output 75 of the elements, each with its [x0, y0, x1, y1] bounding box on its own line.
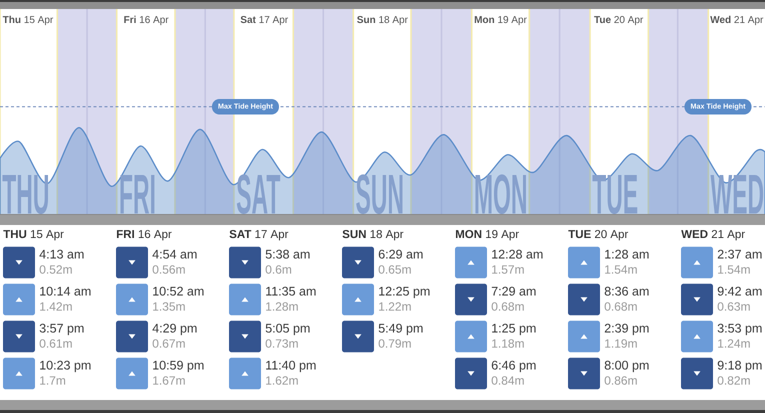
- text: THU 15 Apr: [3, 230, 64, 240]
- ref-line-label: FRI: [120, 174, 154, 214]
- data-label: 1.19m: [605, 339, 637, 348]
- category-label: 7:29 am: [492, 286, 536, 296]
- data-label: 0.68m: [604, 302, 637, 311]
- data-label: 1.22m: [379, 302, 411, 311]
- ref-line-label: WED: [710, 174, 764, 214]
- text: SUN 18 Apr: [342, 230, 404, 240]
- data-label: 1.67m: [153, 376, 185, 385]
- x-tick-label: Mon 19 Apr: [474, 16, 527, 26]
- category-label: 10:23 pm: [40, 360, 90, 372]
- data-label: 0.6m: [266, 265, 292, 274]
- category-label: 5:05 pm: [266, 324, 310, 336]
- data-label: 0.68m: [492, 302, 524, 311]
- category-label: 5:38 am: [266, 250, 310, 259]
- category-label: 4:54 am: [152, 250, 197, 259]
- category-label: 6:29 am: [378, 250, 423, 259]
- x-tick-label: Wed 21 Apr: [710, 16, 764, 26]
- text: FRI 16 Apr: [116, 230, 172, 240]
- data-label: 0.61m: [40, 339, 72, 348]
- data-label: 1.35m: [153, 302, 185, 311]
- x-tick-label: Fri 16 Apr: [124, 16, 168, 26]
- x-tick-label: Thu 15 Apr: [2, 16, 54, 26]
- category-label: 1:25 pm: [492, 324, 536, 336]
- category-label: 4:13 am: [39, 250, 84, 259]
- data-label: 1.7m: [40, 376, 66, 385]
- text: TUE 20 Apr: [568, 230, 628, 240]
- x-tick-label: Sun 18 Apr: [357, 16, 408, 26]
- text: WED 21 Apr: [681, 230, 745, 240]
- data-label: 0.82m: [718, 376, 750, 385]
- data-label: 1.42m: [40, 302, 72, 311]
- data-label: 0.79m: [378, 339, 411, 348]
- category-label: 2:39 pm: [604, 324, 649, 336]
- data-label: 1.24m: [718, 339, 750, 348]
- text: SAT 17 Apr: [230, 230, 288, 240]
- ref-line-label: SUN: [356, 174, 402, 214]
- data-label: 0.73m: [266, 339, 298, 348]
- x-tick-label: Sat 17 Apr: [240, 16, 288, 26]
- category-label: 6:46 pm: [492, 360, 536, 372]
- x-tick-label: Tue 20 Apr: [594, 16, 644, 26]
- data-label: 0.65m: [378, 265, 411, 274]
- ref-line-label: MON: [475, 174, 526, 214]
- category-label: 4:29 pm: [152, 324, 197, 336]
- data-label: 1.62m: [266, 376, 298, 385]
- text: MON 19 Apr: [456, 230, 519, 240]
- data-label: 0.86m: [604, 376, 637, 385]
- data-label: 0.84m: [492, 376, 524, 385]
- category-label: 3:57 pm: [40, 324, 84, 336]
- data-label: 1.18m: [492, 339, 524, 348]
- ref-line-label: TUE: [592, 174, 638, 214]
- ref-line-label: SAT: [236, 174, 280, 214]
- category-label: 1:28 am: [605, 250, 649, 259]
- category-label: 5:49 pm: [378, 324, 423, 336]
- data-label: 1.57m: [492, 265, 524, 274]
- category-label: 12:28 am: [492, 250, 542, 259]
- category-label: 11:35 am: [266, 286, 316, 296]
- data-label: 1.54m: [718, 265, 750, 274]
- category-label: 8:00 pm: [604, 360, 649, 372]
- category-label: 10:52 am: [153, 286, 204, 296]
- category-label: 11:40 pm: [266, 360, 316, 372]
- category-label: 9:42 am: [718, 286, 762, 296]
- category-label: 2:37 am: [718, 250, 762, 259]
- category-label: 3:53 pm: [718, 324, 762, 336]
- category-label: 10:59 pm: [153, 360, 204, 372]
- ref-line-label: THU: [2, 174, 48, 214]
- data-label: 0.63m: [718, 302, 750, 311]
- data-label: 0.52m: [40, 265, 72, 274]
- category-label: 10:14 am: [40, 286, 90, 296]
- data-label: 1.54m: [605, 265, 637, 274]
- data-label: 1.28m: [266, 302, 298, 311]
- category-label: 8:36 am: [604, 286, 649, 296]
- data-label: 0.67m: [152, 339, 185, 348]
- category-label: 12:25 pm: [379, 286, 430, 298]
- data-label: 0.56m: [152, 265, 185, 274]
- category-label: 9:18 pm: [718, 360, 762, 372]
